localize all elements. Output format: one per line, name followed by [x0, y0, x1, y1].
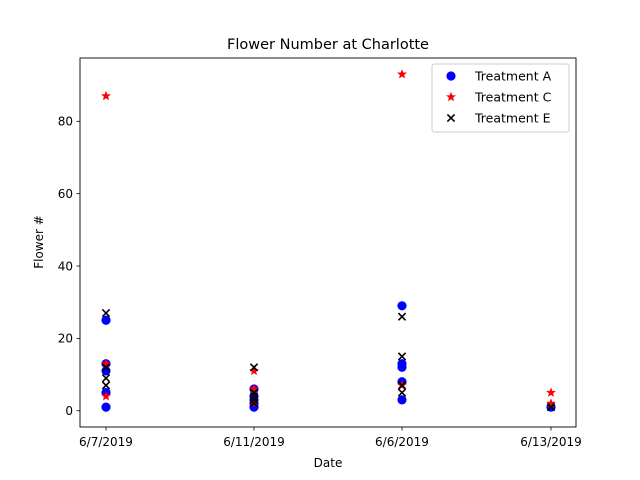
data-point	[101, 358, 111, 368]
legend-label: Treatment A	[474, 69, 552, 84]
legend-label: Treatment C	[474, 90, 552, 105]
data-point	[397, 69, 407, 79]
data-point	[249, 388, 259, 397]
y-tick-label: 60	[58, 187, 73, 201]
series-1-points	[101, 301, 556, 412]
plot-area	[79, 57, 577, 428]
data-point	[101, 315, 111, 325]
chart-title: Flower Number at Charlotte	[227, 37, 429, 53]
data-points	[101, 69, 556, 412]
data-point	[249, 363, 259, 372]
data-point	[249, 395, 259, 405]
data-point	[101, 381, 111, 390]
data-point	[101, 402, 111, 412]
legend-marker	[446, 91, 456, 102]
legend-marker	[446, 71, 456, 81]
data-point	[249, 392, 259, 401]
x-tick-label: 6/13/2019	[520, 435, 582, 449]
data-point	[249, 399, 259, 408]
y-tick-label: 40	[58, 259, 73, 273]
data-point	[397, 312, 407, 321]
data-point	[397, 381, 407, 390]
data-point	[397, 352, 407, 361]
data-point	[249, 365, 259, 376]
data-point	[546, 398, 556, 408]
data-point	[101, 308, 111, 318]
x-tick-label: 6/11/2019	[223, 435, 285, 449]
data-point	[397, 301, 407, 311]
legend-item: Treatment E	[446, 111, 551, 126]
legend-box	[431, 63, 570, 133]
x-tick-label: 6/6/2019	[375, 435, 429, 449]
data-point	[249, 383, 259, 394]
x-axis-label: Date	[314, 456, 343, 470]
series-3-points	[101, 308, 556, 412]
y-axis: 0 20 40 60 80	[58, 115, 80, 418]
x-tick-label: 6/7/2019	[79, 435, 133, 449]
data-point	[397, 362, 407, 372]
x-axis: 6/7/2019 6/11/2019 6/6/2019 6/13/2019	[79, 427, 582, 449]
legend-item: Treatment C	[446, 90, 552, 105]
data-point	[397, 388, 407, 397]
data-point	[546, 402, 556, 412]
data-point	[546, 387, 556, 397]
data-point	[101, 391, 111, 401]
legend: Treatment A Treatment C Treatment E	[431, 63, 570, 133]
y-axis-label: Flower #	[32, 215, 46, 269]
y-tick-label: 20	[58, 332, 73, 346]
data-point	[101, 373, 111, 383]
data-point	[101, 90, 111, 101]
y-tick-label: 0	[65, 404, 73, 418]
legend-item: Treatment A	[446, 69, 552, 84]
data-point	[101, 363, 111, 372]
legend-marker	[446, 113, 456, 123]
legend-label: Treatment E	[474, 111, 551, 126]
y-tick-label: 80	[58, 115, 73, 129]
data-point	[397, 395, 407, 405]
